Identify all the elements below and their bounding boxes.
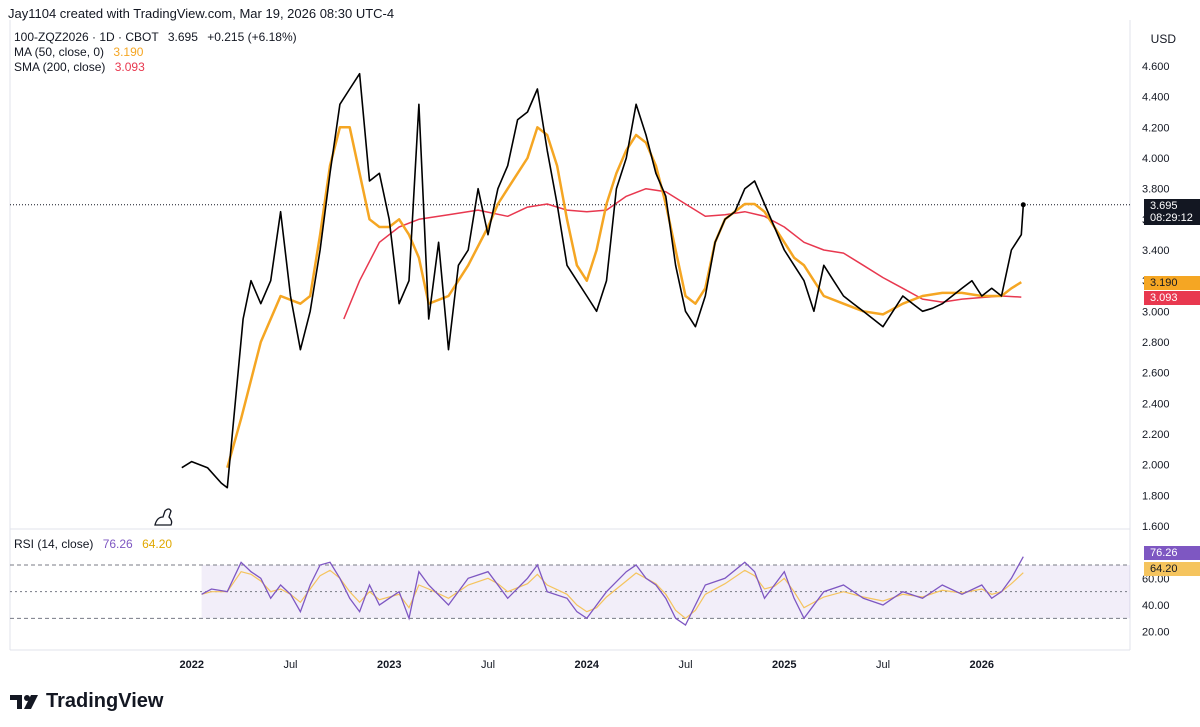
symbol-name: 100-ZQZ2026 · 1D · CBOT bbox=[14, 30, 159, 44]
rsi-value: 76.26 bbox=[102, 537, 133, 551]
time-tick-label: 2023 bbox=[377, 659, 401, 671]
time-tick-label: 2025 bbox=[772, 659, 796, 671]
price-tick-label: 2.800 bbox=[1142, 337, 1170, 349]
ma50-legend[interactable]: MA (50, close, 0) 3.190 bbox=[14, 45, 143, 59]
sma200-legend[interactable]: SMA (200, close) 3.093 bbox=[14, 60, 145, 74]
price-tick-label: 1.800 bbox=[1142, 490, 1170, 502]
price-tick-label: 3.400 bbox=[1142, 245, 1170, 257]
rsi-legend[interactable]: RSI (14, close) 76.26 64.20 bbox=[14, 537, 172, 551]
time-tick-label: 2022 bbox=[179, 659, 203, 671]
rsi-label: RSI (14, close) bbox=[14, 537, 94, 551]
price-tick-label: 2.600 bbox=[1142, 368, 1170, 380]
rsi-ma-line bbox=[201, 569, 1024, 620]
sma200-label: SMA (200, close) bbox=[14, 60, 106, 74]
time-tick-label: 2026 bbox=[970, 659, 994, 671]
ma50-value: 3.190 bbox=[113, 45, 144, 59]
rsi-ma-axis-tag: 64.20 bbox=[1144, 562, 1200, 576]
rsi-tick-label: 20.00 bbox=[1142, 627, 1170, 639]
currency-label: USD bbox=[1150, 32, 1176, 46]
price-tick-label: 4.000 bbox=[1142, 153, 1170, 165]
price-tick-label: 3.000 bbox=[1142, 306, 1170, 318]
rsi-tick-label: 40.00 bbox=[1142, 600, 1170, 612]
symbol-change: +0.215 (+6.18%) bbox=[207, 30, 297, 44]
rsi-ma-value: 64.20 bbox=[142, 537, 173, 551]
sma200-value: 3.093 bbox=[114, 60, 145, 74]
time-tick-label: 2024 bbox=[575, 659, 600, 671]
ma50-label: MA (50, close, 0) bbox=[14, 45, 105, 59]
tradingview-logo-icon bbox=[10, 694, 38, 709]
rsi-axis-tag: 76.26 bbox=[1144, 546, 1200, 560]
sma200-axis-tag: 3.093 bbox=[1144, 291, 1200, 305]
dino-icon bbox=[154, 508, 173, 526]
last-price-tag: 3.695 08:29:12 bbox=[1144, 199, 1200, 225]
bar-countdown: 08:29:12 bbox=[1150, 212, 1193, 224]
tradingview-logo[interactable]: TradingView bbox=[10, 690, 163, 713]
ma50-line bbox=[226, 126, 1022, 469]
rsi-line bbox=[201, 556, 1024, 626]
price-tick-label: 2.000 bbox=[1142, 460, 1170, 472]
price-tick-label: 4.200 bbox=[1142, 122, 1170, 134]
time-tick-label: Jul bbox=[678, 659, 692, 671]
time-tick-label: Jul bbox=[876, 659, 890, 671]
close-price-line bbox=[181, 72, 1025, 489]
publisher-line: Jay1104 created with TradingView.com, Ma… bbox=[8, 6, 395, 21]
last-close-dot bbox=[1020, 202, 1026, 208]
price-tick-label: 2.400 bbox=[1142, 398, 1170, 410]
time-tick-label: Jul bbox=[283, 659, 297, 671]
price-tick-label: 4.600 bbox=[1142, 61, 1170, 73]
symbol-legend[interactable]: 100-ZQZ2026 · 1D · CBOT 3.695 +0.215 (+6… bbox=[14, 30, 297, 44]
rsi-tick-label: 60.00 bbox=[1142, 573, 1170, 585]
symbol-last: 3.695 bbox=[167, 30, 198, 44]
price-tick-label: 3.800 bbox=[1142, 184, 1170, 196]
ma50-axis-tag: 3.190 bbox=[1144, 276, 1200, 290]
price-tick-label: 2.200 bbox=[1142, 429, 1170, 441]
price-tick-label: 1.600 bbox=[1142, 521, 1170, 533]
time-tick-label: Jul bbox=[481, 659, 495, 671]
brand-name: TradingView bbox=[46, 690, 164, 712]
last-price-value: 3.695 bbox=[1150, 200, 1178, 212]
price-tick-label: 4.400 bbox=[1142, 92, 1170, 104]
sma200-line bbox=[343, 187, 1022, 320]
